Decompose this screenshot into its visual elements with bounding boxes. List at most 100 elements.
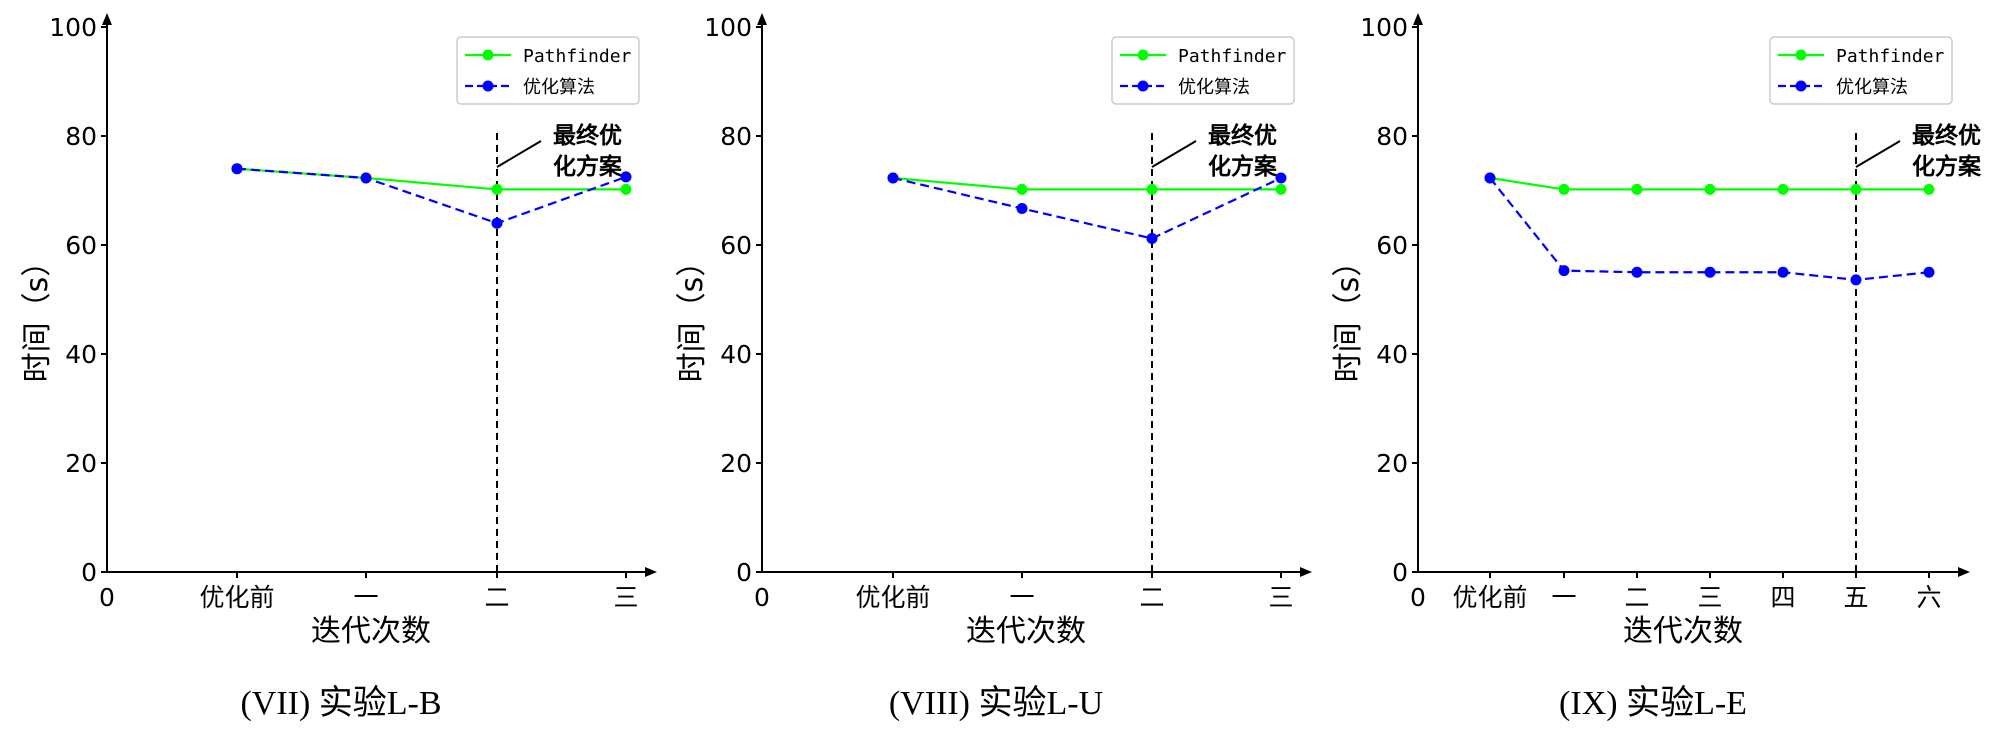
y-tick-label: 60 [1376,231,1408,260]
annotation-pointer [1151,140,1197,168]
legend-swatch-marker [482,80,494,92]
x-tick-label: 二 [1624,583,1649,612]
y-axis-title: 时间（s） [20,247,55,383]
annotation-text-line: 最终优 [1912,122,1981,149]
x-axis-title: 迭代次数 [1623,614,1743,649]
y-tick-label: 20 [1376,449,1408,478]
chart-panel-3: 0 20 40 60 80 100 0 优化前一 二 三 四 五 六迭代次数 时间（s） 最终优化方案 Pat… [1331,13,1982,722]
x-axis-title: 迭代次数 [311,614,431,649]
legend-swatch-marker [1795,80,1807,92]
y-tick-label: 40 [65,340,97,369]
series-line-optimized [236,167,627,225]
y-axis-arrow [1413,13,1423,25]
annotation-text-line: 化方案 [1208,153,1278,180]
legend-box [456,36,640,105]
legend-label: Pathfinder [1178,46,1287,67]
y-axis-title: 时间（s） [1331,247,1366,383]
y-axis-arrow [757,13,767,25]
series-line-optimized [892,176,1282,240]
legend-box [1111,36,1295,105]
x-tick-label: 一 [1009,583,1034,612]
data-point [887,172,899,184]
subfigure-caption: (VII) 实验L-B [240,684,441,722]
data-point [1146,232,1158,244]
x-tick-label: 一 [353,583,378,612]
y-tick-label: 80 [1376,122,1408,151]
x-axis-title: 迭代次数 [966,614,1086,649]
data-point [1923,266,1935,278]
x-axis-arrow [1300,567,1312,577]
legend-swatch-marker [1795,49,1807,61]
data-point [1850,274,1862,286]
x-origin-label: 0 [754,583,770,612]
legend-label: 优化算法 [1836,77,1908,98]
legend-swatch-marker [482,49,494,61]
legend-label: Pathfinder [1836,46,1945,67]
y-tick-label: 20 [720,449,752,478]
y-axis-title: 时间（s） [675,247,710,383]
data-point [491,217,503,229]
annotation-text-line: 化方案 [553,153,623,180]
x-tick-label: 二 [1139,583,1164,612]
x-tick-label: 二 [484,583,509,612]
data-point [1777,266,1789,278]
y-tick-label: 40 [720,340,752,369]
x-origin-label: 0 [1410,583,1426,612]
data-point [1558,183,1570,195]
data-point [231,163,243,175]
data-point [1704,183,1716,195]
x-tick-label: 三 [613,583,638,612]
data-point [1777,183,1789,195]
data-point [1275,183,1287,195]
data-point [1146,183,1158,195]
x-tick-label: 优化前 [855,583,930,612]
data-point [1631,266,1643,278]
y-axis-arrow [102,13,112,25]
legend-swatch-marker [1137,80,1149,92]
data-point [1016,202,1028,214]
x-axis-arrow [645,567,657,577]
data-point [1704,266,1716,278]
x-tick-label: 五 [1843,583,1868,612]
annotation-pointer [1855,140,1901,168]
data-point [1923,183,1935,195]
legend-label: 优化算法 [523,77,595,98]
x-tick-label: 三 [1697,583,1722,612]
data-point [1275,172,1287,184]
data-point [620,183,632,195]
annotation-pointer [496,140,542,168]
data-point [360,172,372,184]
data-point [1484,172,1496,184]
data-point [1558,265,1570,277]
series-line-pathfinder [892,176,1281,191]
x-tick-label: 三 [1268,583,1293,612]
legend-swatch-marker [1137,49,1149,61]
x-tick-label: 六 [1916,583,1941,612]
y-tick-label: 80 [65,122,97,151]
legend-box [1769,36,1953,105]
y-tick-label: 0 [81,558,97,587]
legend-label: 优化算法 [1178,77,1250,98]
y-tick-label: 0 [736,558,752,587]
y-tick-label: 100 [1360,13,1408,42]
data-point [491,183,503,195]
y-tick-label: 100 [704,13,752,42]
y-tick-label: 60 [65,231,97,260]
data-point [1850,183,1862,195]
x-tick-label: 优化前 [199,583,274,612]
data-point [1016,183,1028,195]
y-tick-label: 20 [65,449,97,478]
x-axis-arrow [1958,567,1970,577]
legend-label: Pathfinder [523,46,632,67]
annotation-text-line: 最终优 [553,122,622,149]
y-tick-label: 80 [720,122,752,151]
x-origin-label: 0 [99,583,115,612]
y-tick-label: 40 [1376,340,1408,369]
subfigure-caption: (IX) 实验L-E [1559,684,1747,722]
x-tick-label: 优化前 [1452,583,1527,612]
data-point [620,171,632,183]
x-tick-label: 一 [1551,583,1576,612]
